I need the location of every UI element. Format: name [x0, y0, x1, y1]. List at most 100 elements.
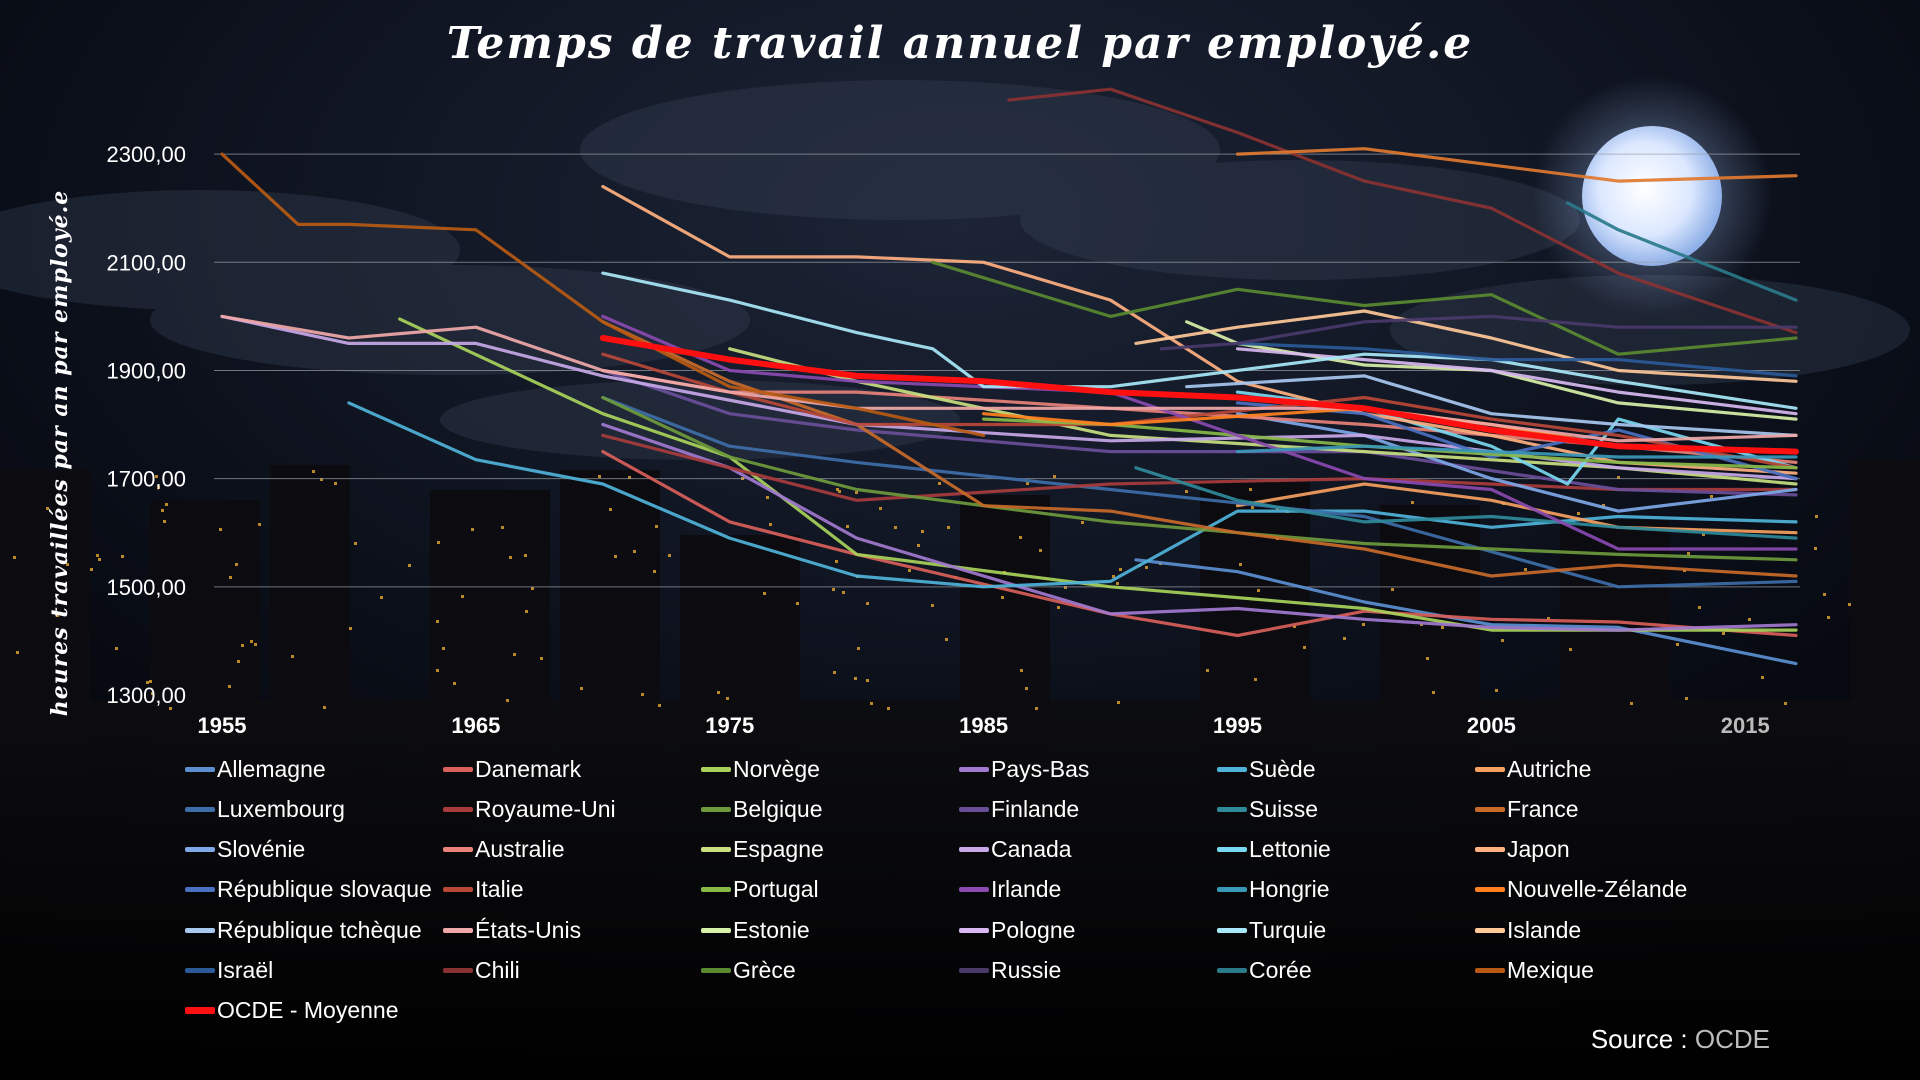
legend-item: Grèce — [701, 954, 796, 988]
legend-swatch — [1475, 766, 1505, 772]
legend-label: Grèce — [733, 957, 796, 983]
legend-label: Slovénie — [217, 836, 306, 863]
legend-item: Allemagne — [185, 752, 326, 786]
legend-swatch — [959, 927, 989, 933]
legend-label: Lettonie — [1249, 836, 1331, 863]
series-line-islande — [1134, 309, 1798, 383]
series-line-slov-nie — [1235, 412, 1798, 513]
y-tick-label: 2100,00 — [106, 250, 186, 275]
legend-item: Pays-Bas — [959, 752, 1089, 786]
legend-item: Suisse — [1217, 792, 1318, 826]
legend-item: Estonie — [701, 913, 810, 947]
legend-label: Pays-Bas — [991, 755, 1090, 782]
legend-label: Turquie — [1249, 916, 1327, 943]
legend-swatch — [959, 766, 989, 772]
legend-swatch — [1217, 766, 1247, 772]
legend-label: Portugal — [733, 876, 819, 903]
legend-swatch — [185, 806, 215, 812]
y-tick-label: 1500,00 — [106, 575, 186, 600]
legend-swatch — [443, 887, 473, 893]
legend-item: Mexique — [1475, 954, 1594, 988]
clouds — [0, 80, 1910, 460]
legend-label: République slovaque — [217, 876, 432, 903]
legend-item: Norvège — [701, 752, 820, 786]
series-line-finlande — [601, 368, 1798, 497]
legend-item: Chili — [443, 954, 520, 988]
legend-swatch — [1475, 847, 1505, 853]
source-value: OCDE — [1694, 1024, 1770, 1054]
legend-label: OCDE - Moyenne — [217, 997, 399, 1024]
legend-swatch — [185, 887, 215, 893]
series-line-gr-ce — [931, 260, 1798, 356]
legend-swatch — [959, 968, 989, 973]
y-axis-ticks: 2300,00 2100,00 1900,00 1700,00 1500,00 1300,… — [106, 142, 186, 708]
legend-item: Israël — [185, 954, 273, 988]
series-line-mexique — [220, 152, 986, 437]
series-line-autriche — [1235, 482, 1798, 535]
legend-item: Royaume-Uni — [443, 792, 616, 826]
series-line-japon — [601, 184, 1798, 475]
series-lines — [220, 87, 1799, 666]
x-axis-ticks: 1955 1965 1975 1985 1995 2005 2015 — [198, 713, 1770, 738]
series-line-turquie — [601, 271, 1798, 410]
series-line-r-publique-tch-que — [1185, 374, 1798, 437]
legend-label: Italie — [475, 876, 524, 903]
legend-swatch — [443, 806, 473, 812]
series-line-france — [601, 320, 1798, 578]
legend-item: Slovénie — [185, 833, 305, 867]
legend-label: Danemark — [475, 755, 582, 782]
legend-swatch — [701, 968, 731, 973]
x-tick-label: 1955 — [198, 713, 247, 738]
legend-swatch — [701, 806, 731, 812]
legend-swatch — [1217, 847, 1247, 853]
series-line-suisse — [1134, 466, 1798, 540]
legend-label: Espagne — [733, 836, 824, 863]
legend-item: Espagne — [701, 833, 824, 867]
legend-item: Canada — [959, 833, 1072, 867]
legend-item: Corée — [1217, 954, 1312, 988]
series-line-italie — [601, 352, 1798, 470]
legend-item: Lettonie — [1217, 833, 1331, 867]
chart-title: Temps de travail annuel par employé.e — [446, 18, 1474, 69]
series-line-pays-bas — [601, 422, 1798, 632]
legend-label: France — [1507, 795, 1579, 822]
series-line-mexique-2- — [1235, 147, 1798, 183]
legend-item: Russie — [959, 954, 1061, 988]
legend-label: Luxembourg — [217, 795, 345, 822]
legend-item: Irlande — [959, 873, 1061, 907]
x-tick-label: 2015 — [1721, 713, 1770, 738]
series-line-irlande — [601, 314, 1798, 551]
legend-label: Nouvelle-Zélande — [1507, 876, 1688, 903]
legend-item: Belgique — [701, 792, 823, 826]
legend-swatch — [1475, 806, 1505, 812]
legend-swatch — [185, 766, 215, 772]
legend-label: Suède — [1249, 755, 1316, 782]
source-label: Source : — [1590, 1024, 1688, 1054]
x-tick-label: 1975 — [705, 713, 754, 738]
legend-item: Autriche — [1475, 752, 1591, 786]
moon — [1582, 126, 1722, 266]
series-line-russie — [1159, 314, 1798, 351]
legend-item: Australie — [443, 833, 564, 867]
legend-swatch — [701, 927, 731, 933]
legend-item: Danemark — [443, 752, 581, 786]
legend-item: Islande — [1475, 913, 1581, 947]
legend-item: Hongrie — [1217, 873, 1330, 907]
legend-swatch — [443, 847, 473, 853]
series-line-luxembourg — [601, 395, 1798, 589]
legend-label: Autriche — [1507, 755, 1592, 782]
legend-item: Italie — [443, 873, 524, 907]
legend-label: Estonie — [733, 916, 810, 943]
legend-item: Luxembourg — [185, 792, 345, 826]
legend-label: Australie — [475, 836, 565, 863]
legend-label: République tchèque — [217, 916, 422, 943]
legend-swatch — [185, 847, 215, 853]
legend-swatch — [701, 847, 731, 853]
series-line--tats-unis — [220, 314, 1798, 443]
legend-swatch — [1475, 927, 1505, 933]
x-tick-label: 1985 — [959, 713, 1008, 738]
series-line-cor-e — [1565, 201, 1798, 302]
series-line-su-de — [347, 401, 1798, 589]
y-tick-label: 1700,00 — [106, 467, 186, 492]
